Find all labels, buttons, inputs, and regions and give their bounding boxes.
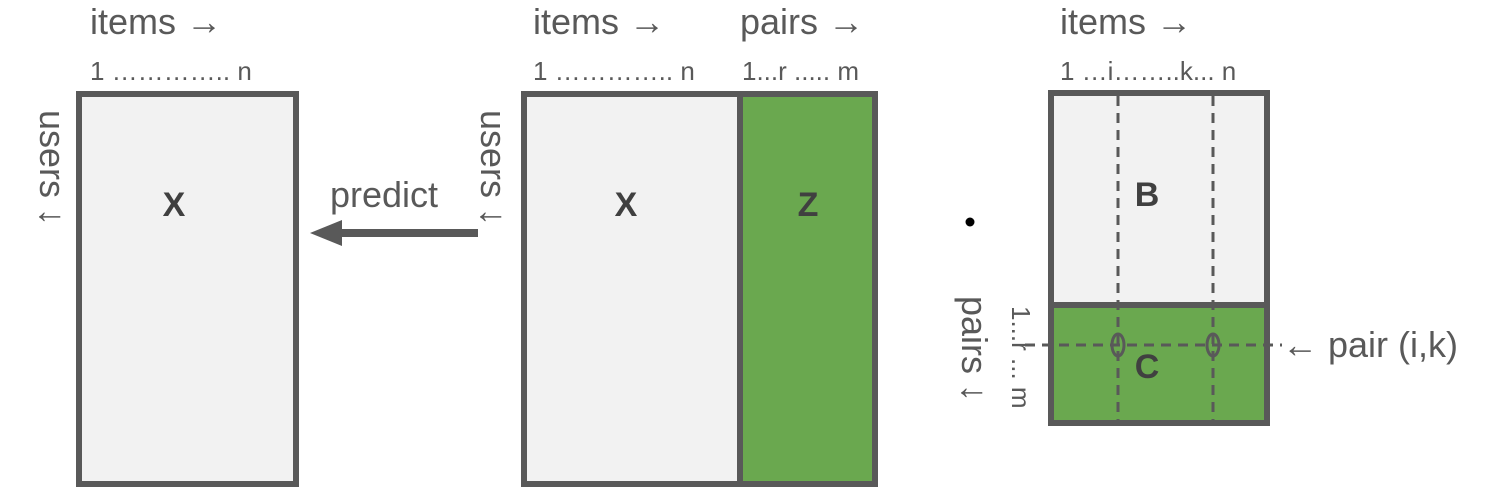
left-matrix-x-label: X [163,186,186,224]
right-matrix-c-label: C [1135,348,1160,386]
middle-matrix-x [521,91,743,487]
middle-matrix-x-label: X [615,186,638,224]
middle-col-header-pairs: pairs → [740,1,864,42]
left-col-index: 1 ………….. n [90,56,252,86]
right-row-index-pairs: 1...r ... m [1006,306,1036,409]
middle-col-header-items: items → [533,1,665,42]
predict-label: predict [330,174,438,215]
right-row-header-pairs: pairs ↓ [954,296,995,402]
left-row-header: users ↓ [32,110,73,226]
left-col-header: items → [90,1,222,42]
middle-row-header: users ↓ [473,110,514,226]
right-matrix-c [1048,302,1270,426]
middle-col-index-pairs: 1...r ..... m [742,56,859,86]
right-matrix-b-label: B [1135,176,1160,214]
right-col-header: items → [1060,1,1192,42]
middle-col-index-items: 1 ………….. n [533,56,695,86]
pair-entry-i-marker [1110,332,1126,358]
right-col-index: 1 …i……..k... n [1060,56,1236,86]
middle-matrix-z [737,91,878,487]
middle-matrix-z-label: Z [798,186,819,224]
pair-annotation: ← pair (i,k) [1282,324,1458,365]
predict-arrow-head [310,220,342,246]
pair-entry-k-marker [1205,332,1221,358]
dot-operator [965,217,975,227]
left-matrix-x [76,91,299,487]
